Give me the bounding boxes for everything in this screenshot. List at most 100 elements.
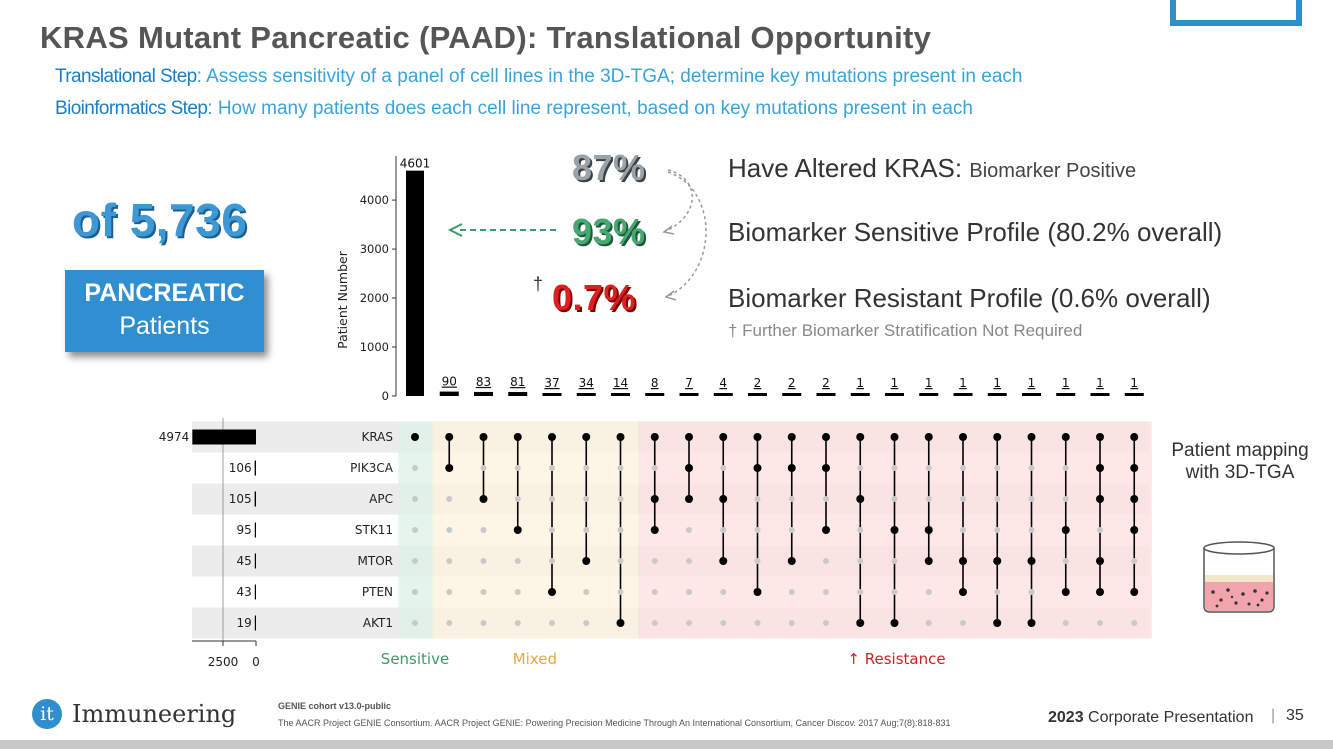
matrix-dot-empty <box>583 589 590 595</box>
flask-icon <box>1203 541 1275 613</box>
matrix-dot-filled <box>616 619 625 627</box>
matrix-dot-filled <box>1061 433 1070 441</box>
matrix-dot-empty <box>857 558 864 564</box>
curved-arrow-2 <box>665 171 707 298</box>
matrix-dot-empty <box>994 527 1001 533</box>
intersection-bar <box>748 393 767 396</box>
matrix-dot-empty <box>823 620 829 626</box>
matrix-dot-filled <box>650 526 659 534</box>
intersection-bar <box>987 393 1007 396</box>
matrix-dot-filled <box>959 433 967 441</box>
group-band-1 <box>432 421 639 639</box>
matrix-dot-filled <box>753 464 762 472</box>
gene-label: AKT1 <box>363 616 393 630</box>
gene-label: STK11 <box>355 523 393 537</box>
matrix-dot-filled <box>445 433 454 441</box>
set-size-label: 4974 <box>159 430 190 444</box>
matrix-dot-empty <box>720 527 727 533</box>
matrix-dot-empty <box>651 558 658 564</box>
set-size-tick-label: 2500 <box>208 655 239 669</box>
footer-separator: | <box>1271 707 1276 724</box>
matrix-dot-empty <box>480 465 487 471</box>
matrix-dot-filled <box>993 557 1002 565</box>
altered-kras-percent: 87% <box>572 147 646 188</box>
intersection-bar <box>439 391 459 396</box>
intersection-bar <box>850 393 870 396</box>
matrix-dot-empty <box>480 620 487 626</box>
matrix-dot-filled <box>513 433 522 441</box>
matrix-dot-filled <box>719 495 728 503</box>
altered-kras-sub: Biomarker Positive <box>969 160 1137 182</box>
intersection-bar <box>576 393 596 396</box>
intersection-bar <box>782 393 802 396</box>
matrix-dot-empty <box>446 496 453 502</box>
altered-kras-main: Have Altered KRAS: <box>728 153 963 183</box>
y-tick-label: 3000 <box>360 242 389 256</box>
matrix-dot-empty <box>925 589 932 595</box>
matrix-dot-empty <box>617 496 624 502</box>
y-tick-label: 2000 <box>360 291 389 305</box>
matrix-dot-filled <box>753 433 762 441</box>
matrix-dot-filled <box>924 433 933 441</box>
matrix-dot-empty <box>583 496 590 502</box>
patient-mapping-caption: Patient mapping with 3D-TGA <box>1171 440 1309 483</box>
company-name: Immuneering <box>72 700 237 728</box>
matrix-dot-empty <box>1062 558 1069 564</box>
matrix-dot-empty <box>720 589 727 595</box>
matrix-dot-filled <box>1027 619 1036 627</box>
intersection-bar <box>611 393 630 396</box>
matrix-dot-empty <box>686 620 692 626</box>
sensitive-percent: 93% <box>572 211 646 252</box>
gene-label: MTOR <box>358 554 393 568</box>
matrix-dot-filled <box>856 433 865 441</box>
matrix-dot-filled <box>753 588 762 596</box>
matrix-dot-empty <box>754 496 761 502</box>
matrix-dot-filled <box>1096 464 1104 472</box>
matrix-dot-filled <box>1061 588 1070 596</box>
matrix-dot-empty <box>788 589 795 595</box>
bar-value-label: 1 <box>925 376 933 390</box>
matrix-dot-empty <box>994 589 1001 595</box>
bar-value-label: 1 <box>1062 376 1070 390</box>
bar-value-label: 2 <box>822 376 830 390</box>
pancreatic-label: PANCREATIC <box>84 279 245 307</box>
matrix-dot-filled <box>548 433 556 441</box>
matrix-dot-empty <box>480 527 487 533</box>
translational-step-label: Translational Step <box>55 66 197 87</box>
intersection-bar <box>1090 393 1110 396</box>
matrix-dot-empty <box>514 496 521 502</box>
matrix-dot-empty <box>583 527 590 533</box>
translational-step: Translational Step: Assess sensitivity o… <box>55 66 1022 88</box>
resistant-percent: 0.7% <box>552 277 637 318</box>
set-size-bar <box>254 615 256 631</box>
matrix-dot-empty <box>823 558 829 564</box>
group-label: Mixed <box>513 650 557 668</box>
matrix-dot-empty <box>412 527 418 533</box>
matrix-dot-filled <box>1027 557 1036 565</box>
set-size-label: 45 <box>237 554 252 568</box>
matrix-dot-filled <box>1130 526 1139 534</box>
presentation-year: 2023 <box>1048 709 1084 726</box>
altered-kras-statement: Have Altered KRAS: Biomarker Positive <box>728 153 1136 184</box>
matrix-dot-filled <box>650 433 659 441</box>
matrix-dot-empty <box>857 465 864 471</box>
matrix-dot-filled <box>787 557 796 565</box>
set-size-bar <box>254 491 256 507</box>
matrix-dot-empty <box>857 589 864 595</box>
matrix-dot-empty <box>788 496 795 502</box>
sensitive-statement: Biomarker Sensitive Profile (80.2% overa… <box>728 217 1223 247</box>
intersection-bar <box>679 393 699 396</box>
matrix-dot-empty <box>549 558 555 564</box>
curved-arrow-1 <box>663 169 693 233</box>
bar-value-label: 14 <box>613 376 628 390</box>
matrix-dot-filled <box>582 433 591 441</box>
intersection-bar <box>406 170 424 396</box>
patients-label: Patients <box>119 312 210 340</box>
matrix-dot-empty <box>891 589 898 595</box>
y-axis-label: Patient Number <box>335 250 350 349</box>
green-arrow-head <box>447 223 463 237</box>
bar-value-label: 2 <box>788 376 796 390</box>
matrix-dot-filled <box>822 433 830 441</box>
matrix-dot-filled <box>890 433 899 441</box>
matrix-dot-empty <box>514 465 521 471</box>
